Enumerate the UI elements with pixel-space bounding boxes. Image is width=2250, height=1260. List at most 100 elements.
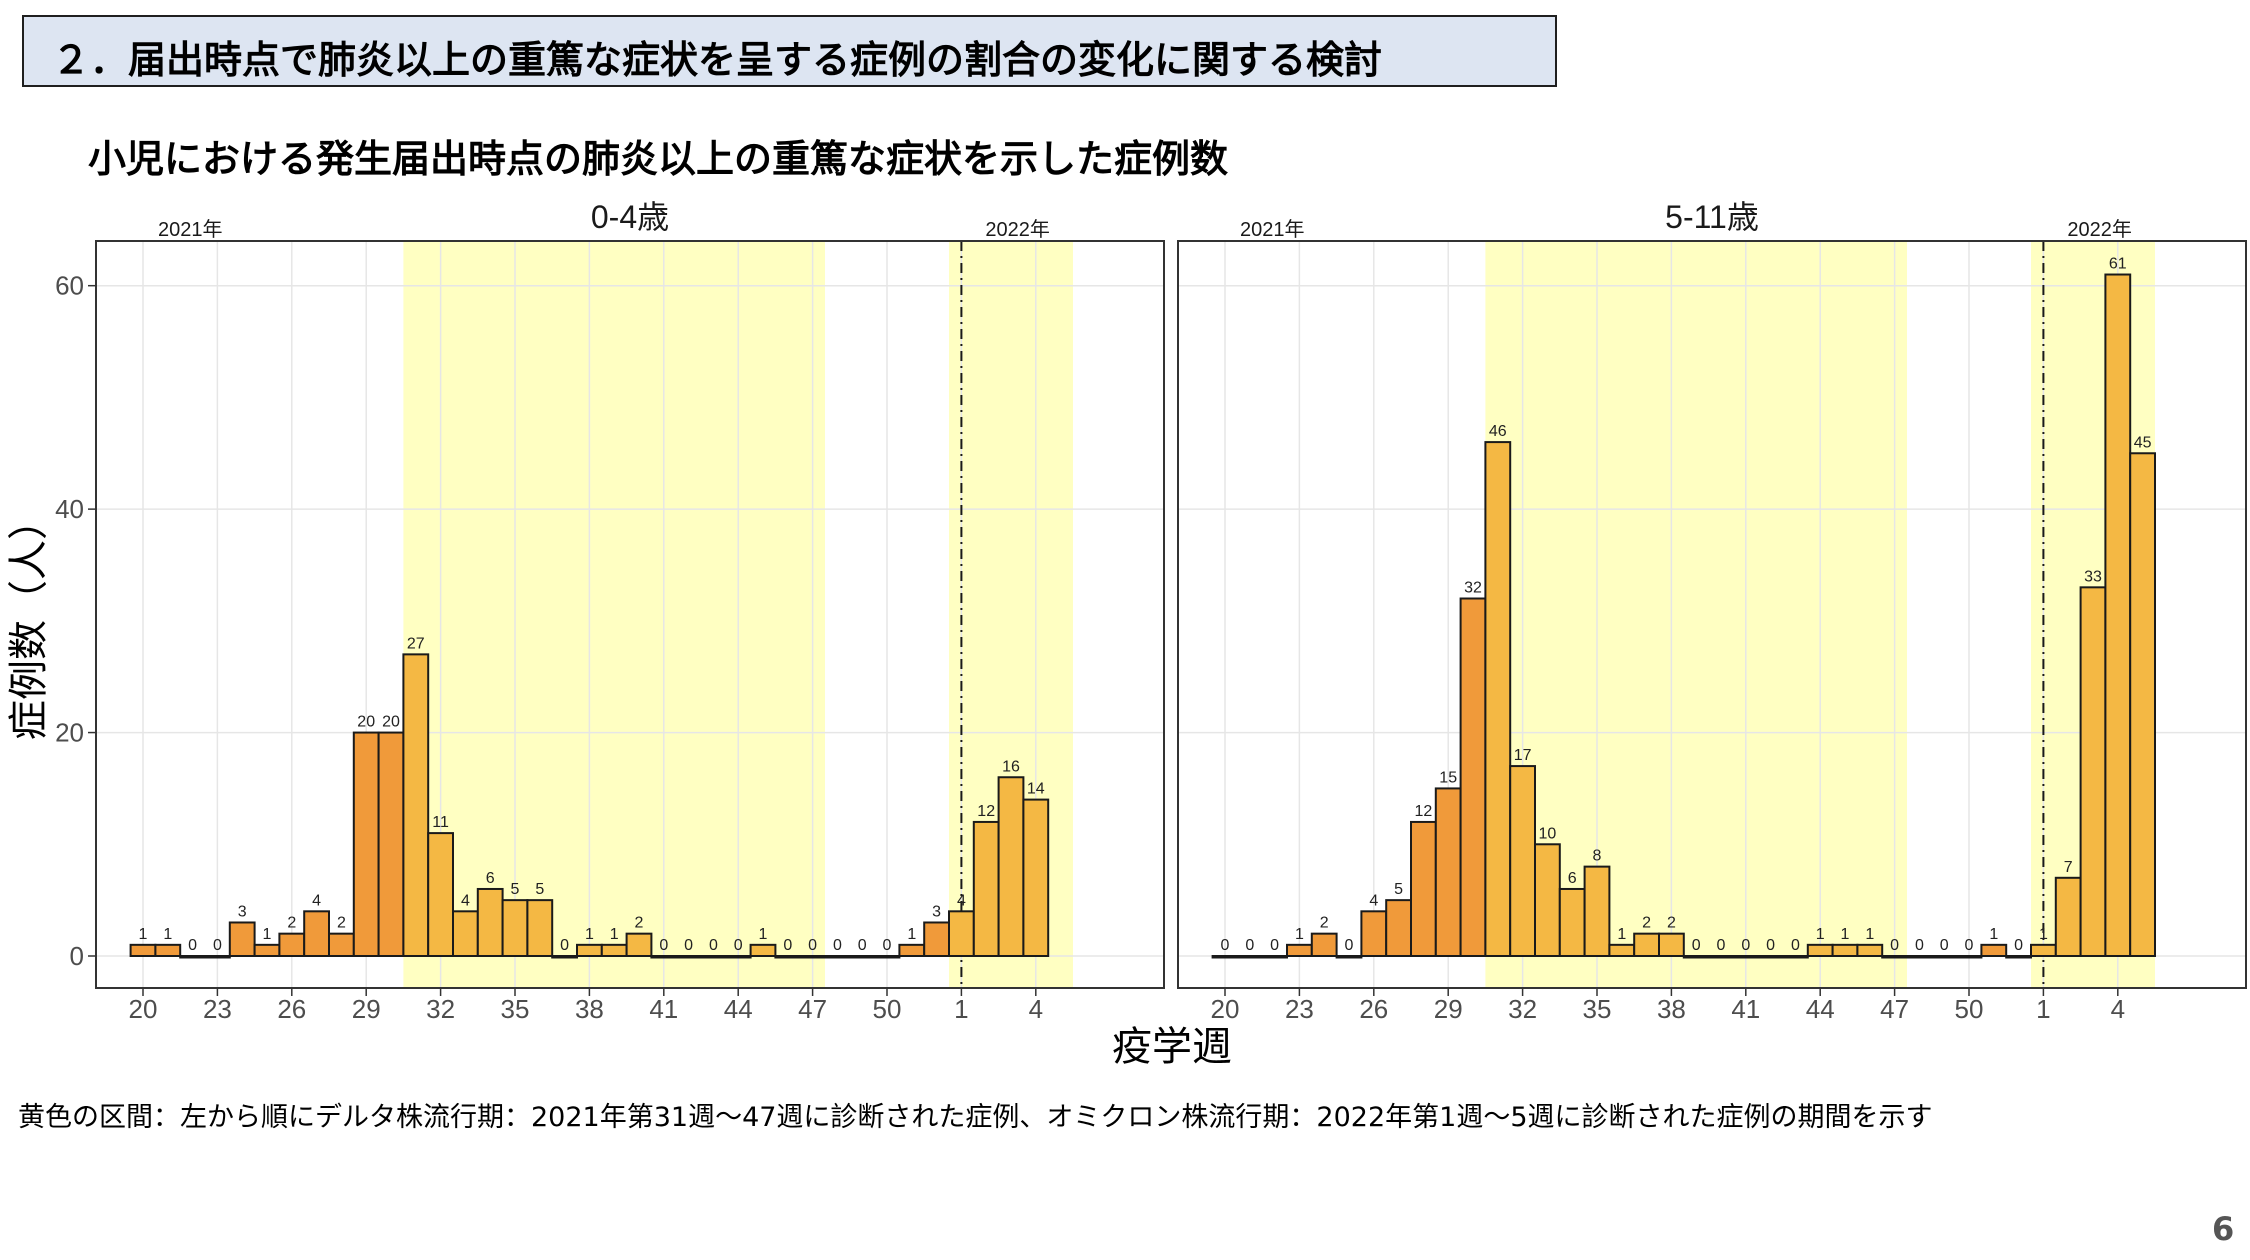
bar — [1360, 910, 1388, 957]
bar — [1707, 955, 1735, 959]
bar — [2030, 943, 2057, 957]
bar-value-label: 0 — [1766, 937, 1775, 954]
chart-heading: 小児における発生届出時点の肺炎以上の重篤な症状を示した症例数 — [88, 137, 1229, 181]
bar — [427, 832, 455, 957]
bar-value-label: 0 — [1741, 937, 1750, 954]
x-tick-label: 20 — [1211, 994, 1240, 1024]
bar — [997, 776, 1025, 957]
bar — [1633, 932, 1660, 957]
bar-value-label: 2 — [1642, 915, 1651, 932]
bar — [848, 955, 876, 959]
bar — [1955, 955, 1983, 959]
bar-value-label: 0 — [833, 937, 842, 954]
x-tick-label: 23 — [203, 994, 232, 1024]
bar-value-label: 0 — [1965, 937, 1974, 954]
bar-value-label: 15 — [1439, 769, 1457, 786]
bar-value-label: 0 — [560, 937, 569, 954]
bar — [501, 899, 529, 957]
bar — [799, 955, 827, 959]
bar-value-label: 1 — [585, 926, 594, 943]
slide-title-box: ２．届出時点で肺炎以上の重篤な症状を呈する症例の割合の変化に関する検討 — [22, 15, 1557, 87]
bar — [1286, 943, 1313, 957]
bar — [154, 943, 182, 957]
bar-value-label: 3 — [932, 903, 941, 920]
bar-value-label: 5 — [511, 881, 520, 898]
bar-value-label: 0 — [783, 937, 792, 954]
bar — [1658, 932, 1685, 957]
x-tick-label: 35 — [1583, 994, 1612, 1024]
bar-value-label: 2 — [287, 915, 296, 932]
bar-value-label: 0 — [188, 937, 197, 954]
bar — [2129, 452, 2156, 957]
bar-value-label: 1 — [2039, 926, 2048, 943]
bar-value-label: 0 — [1245, 937, 1254, 954]
bar — [675, 955, 703, 959]
bar — [303, 910, 331, 957]
bar — [476, 887, 504, 957]
bar — [551, 955, 579, 959]
x-tick-label: 26 — [277, 994, 306, 1024]
bar — [1757, 955, 1784, 959]
bar — [1782, 955, 1809, 959]
bar — [774, 955, 802, 959]
bar-value-label: 32 — [1464, 580, 1482, 597]
bar-value-label: 12 — [1415, 803, 1433, 820]
y-tick-label: 0 — [70, 941, 84, 971]
bar — [923, 921, 951, 957]
x-tick-label: 44 — [724, 994, 753, 1024]
bar-value-label: 1 — [907, 926, 916, 943]
y-tick-label: 40 — [55, 494, 84, 524]
bar — [1459, 597, 1487, 957]
bar — [2054, 876, 2082, 957]
x-tick-label: 35 — [501, 994, 530, 1024]
bar — [1022, 798, 1050, 957]
bar-value-label: 33 — [2084, 568, 2102, 585]
x-tick-label: 20 — [129, 994, 158, 1024]
bar — [204, 955, 231, 959]
bar — [1385, 899, 1412, 957]
bar-value-label: 0 — [1221, 937, 1230, 954]
page-number: 6 — [2212, 1210, 2235, 1248]
bar-value-label: 1 — [163, 926, 172, 943]
bar-value-label: 8 — [1593, 848, 1602, 865]
bar — [873, 955, 901, 959]
bar-value-label: 5 — [535, 881, 544, 898]
bar-value-label: 4 — [312, 892, 321, 909]
bar-value-label: 0 — [883, 937, 892, 954]
bar — [129, 943, 157, 957]
bar — [600, 943, 628, 957]
panel-border — [1177, 240, 2247, 989]
panel-title: 0-4歳 — [591, 199, 669, 235]
bar-value-label: 0 — [1791, 937, 1800, 954]
bar — [1484, 441, 1512, 957]
bar — [1310, 932, 1338, 957]
bar — [1211, 955, 1239, 959]
x-axis-title: 疫学週 — [1112, 1025, 1232, 1069]
bar-value-label: 0 — [1940, 937, 1949, 954]
y-tick-label: 20 — [55, 718, 84, 748]
bar-value-label: 0 — [808, 937, 817, 954]
bar-value-label: 6 — [1568, 870, 1577, 887]
bar — [625, 932, 653, 957]
year-label-2021: 2021年 — [158, 218, 223, 241]
bar — [2005, 955, 2032, 959]
bar — [1980, 943, 2008, 957]
bar — [650, 955, 678, 959]
bar-value-label: 1 — [1841, 926, 1850, 943]
bar-value-label: 45 — [2134, 434, 2152, 451]
bar — [1856, 943, 1884, 957]
bar-value-label: 46 — [1489, 423, 1507, 440]
bar-value-label: 1 — [1989, 926, 1998, 943]
highlight-band — [403, 241, 825, 988]
bar — [724, 955, 752, 959]
bar-value-label: 2 — [337, 915, 346, 932]
x-tick-label: 44 — [1806, 994, 1835, 1024]
bar-value-label: 0 — [1345, 937, 1354, 954]
bar — [1682, 955, 1710, 959]
bar — [824, 955, 851, 959]
bar-value-label: 1 — [1865, 926, 1874, 943]
bar-value-label: 27 — [407, 635, 425, 652]
x-tick-label: 1 — [954, 994, 968, 1024]
